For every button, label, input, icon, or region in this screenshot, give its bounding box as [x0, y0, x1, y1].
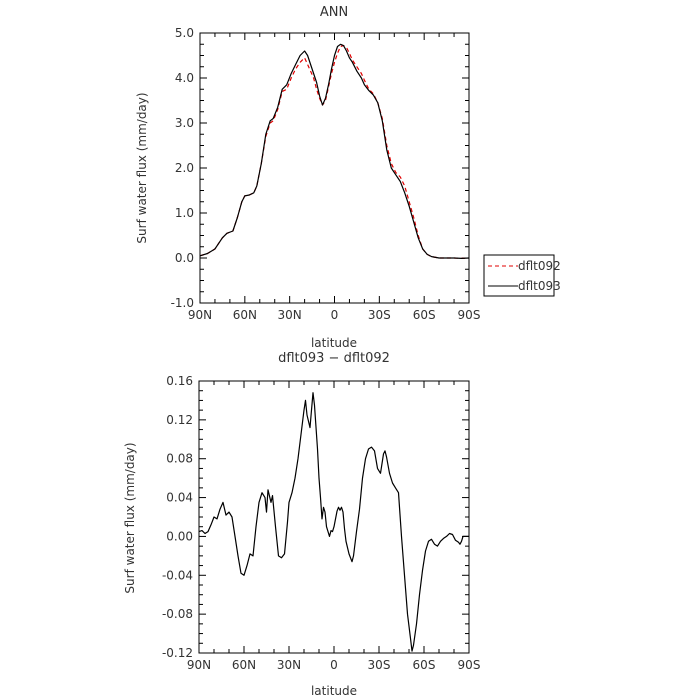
series-line-dflt093 [199, 43, 470, 259]
y-tick-label: 3.0 [175, 116, 194, 130]
x-tick-label: 90S [458, 308, 481, 322]
x-tick-label: 60S [413, 308, 436, 322]
y-tick-label: 0.0 [175, 251, 194, 265]
y-tick-label: 1.0 [175, 206, 194, 220]
series-lines [198, 392, 469, 652]
y-tick-label: -0.12 [162, 646, 193, 660]
x-tick-label: 30S [368, 658, 391, 672]
x-tick-label: 60N [232, 658, 256, 672]
legend-label-dflt092: dflt092 [518, 259, 561, 273]
panel-difference: dflt093 − dflt092 Surf water flux (mm/da… [123, 351, 480, 698]
x-tick-label: 30N [278, 308, 302, 322]
series-line-dflt092 [199, 45, 470, 259]
y-tick-label: 4.0 [175, 71, 194, 85]
chart-title: dflt093 − dflt092 [278, 351, 390, 366]
plot-frame [199, 32, 470, 304]
chart-title: ANN [320, 5, 348, 20]
y-axis-label: Surf water flux (mm/day) [135, 92, 149, 243]
y-axis-label: Surf water flux (mm/day) [123, 442, 137, 593]
x-tick-label: 60N [233, 308, 257, 322]
y-tick-label: -0.08 [162, 607, 193, 621]
x-tick-label: 0 [331, 308, 339, 322]
plot-frame [198, 380, 470, 654]
y-tick-label: 0.04 [166, 491, 193, 505]
legend-box [483, 254, 555, 297]
axis-ticks: 90N 60N 30N 0 30S 60S 90S -0.12 -0.08 -0.04 0.00 0.… [162, 374, 481, 672]
legend: dflt092 dflt093 [483, 254, 561, 297]
y-tick-label: -1.0 [171, 296, 194, 310]
x-tick-label: 90S [458, 658, 481, 672]
x-tick-label: 90N [187, 658, 211, 672]
y-tick-label: 0.08 [166, 452, 193, 466]
series-lines [199, 43, 470, 259]
x-tick-label: 30N [277, 658, 301, 672]
x-tick-label: 30S [368, 308, 391, 322]
x-tick-label: 90N [188, 308, 212, 322]
panel-ann: ANN Surf water flux (mm/day) latitude 90… [135, 5, 561, 350]
axis-ticks: 90N 60N 30N 0 30S 60S 90S -1.0 0.0 1.0 2.0 3.0 4.0 5.… [171, 26, 481, 322]
x-axis-label: latitude [311, 336, 357, 350]
y-tick-label: 0.16 [166, 374, 193, 388]
x-tick-label: 60S [413, 658, 436, 672]
x-axis-label: latitude [311, 684, 357, 698]
y-tick-label: 0.00 [166, 529, 193, 543]
legend-label-dflt093: dflt093 [518, 279, 561, 293]
y-tick-label: -0.04 [162, 568, 193, 582]
y-tick-label: 5.0 [175, 26, 194, 40]
x-tick-label: 0 [330, 658, 338, 672]
y-tick-label: 2.0 [175, 161, 194, 175]
y-tick-label: 0.12 [166, 413, 193, 427]
series-line-difference [198, 392, 469, 652]
